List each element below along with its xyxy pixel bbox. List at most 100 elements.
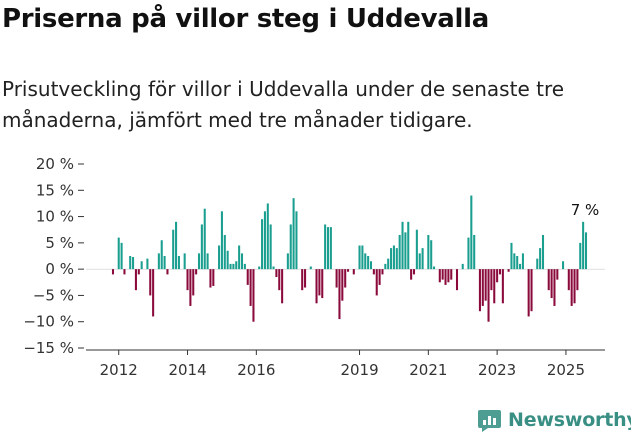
bar (395, 248, 398, 270)
x-tick-label: 2014 (168, 361, 206, 379)
bar (252, 269, 255, 322)
bar (490, 269, 493, 291)
bar (516, 256, 519, 270)
bar (223, 234, 226, 270)
bar (232, 263, 235, 270)
bar (576, 269, 579, 291)
bar (369, 261, 373, 270)
bar (209, 269, 212, 288)
bar (498, 269, 502, 275)
bar (309, 266, 312, 270)
bar (541, 234, 545, 270)
bar (206, 253, 209, 270)
bar (501, 269, 504, 304)
bar (441, 269, 444, 280)
bar (521, 253, 524, 270)
bar (172, 229, 175, 270)
bar (189, 269, 192, 306)
bar (473, 234, 476, 270)
y-tick-label: 20 % (36, 155, 74, 173)
bar (338, 269, 341, 320)
bar (461, 263, 464, 270)
bar (289, 224, 292, 270)
bar (137, 269, 140, 275)
brand-name: Newsworthy (508, 408, 631, 431)
bar (433, 266, 436, 270)
bar (487, 269, 490, 322)
bar (344, 269, 347, 288)
bar (470, 195, 473, 270)
bar (361, 245, 364, 270)
bar (430, 240, 433, 270)
bar (372, 269, 375, 275)
bar (384, 263, 387, 270)
bar (582, 221, 585, 270)
bar (218, 245, 221, 270)
bar (536, 258, 539, 270)
bar (378, 269, 381, 285)
bar (111, 269, 115, 275)
bar (481, 269, 484, 306)
bar (249, 269, 252, 306)
bar (272, 266, 275, 270)
bar (381, 269, 384, 275)
bar (507, 269, 510, 272)
bar (579, 242, 582, 270)
bar (269, 224, 272, 270)
bar (235, 261, 238, 270)
bar (358, 245, 361, 270)
bar (177, 256, 180, 270)
bar (246, 269, 249, 285)
bar (367, 256, 370, 270)
bar (175, 221, 178, 270)
bar (562, 261, 565, 270)
bar (238, 245, 241, 270)
bar (192, 269, 195, 296)
bar (404, 232, 407, 270)
bar (447, 269, 450, 283)
y-tick-label: −5 % (33, 286, 74, 304)
bar (152, 269, 155, 317)
bar (427, 234, 430, 270)
bar (387, 258, 390, 270)
bar (140, 261, 143, 270)
bar (567, 269, 570, 291)
x-tick-label: 2025 (547, 361, 585, 379)
bar (166, 269, 169, 275)
x-tick-label: 2021 (409, 361, 447, 379)
bar (292, 198, 295, 270)
y-tick-label: 15 % (36, 181, 74, 199)
bar (398, 234, 401, 270)
bar (117, 237, 120, 270)
bar (163, 256, 166, 270)
bar (493, 269, 496, 304)
bar (455, 269, 459, 291)
bar (444, 269, 447, 285)
bar (195, 269, 198, 275)
bar (146, 258, 149, 270)
bar (281, 269, 284, 304)
bar (341, 269, 344, 301)
bar (123, 269, 126, 275)
bar (347, 269, 350, 272)
bar (326, 227, 330, 270)
bar (258, 266, 261, 270)
bar (261, 219, 264, 270)
bar (315, 269, 318, 304)
bar (286, 253, 289, 270)
bar (200, 224, 203, 270)
bar (240, 253, 244, 270)
bar (556, 269, 559, 280)
chart-title: Priserna på villor steg i Uddevalla (2, 4, 489, 34)
bar (129, 256, 132, 270)
bar (197, 253, 201, 270)
bar (329, 227, 332, 270)
bar (553, 269, 556, 306)
bar (527, 269, 530, 317)
x-tick-label: 2023 (478, 361, 516, 379)
last-value-annotation: 7 % (571, 201, 600, 219)
bar (335, 269, 338, 288)
y-tick-label: −15 % (23, 339, 74, 357)
bar (407, 221, 410, 270)
